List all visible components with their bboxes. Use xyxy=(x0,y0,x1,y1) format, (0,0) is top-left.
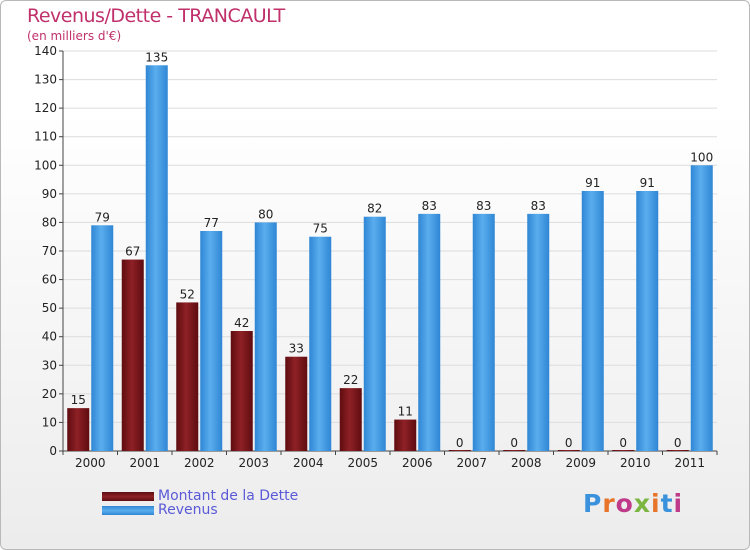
data-label-revenus: 91 xyxy=(640,176,655,190)
proxiti-logo: Proxiti xyxy=(583,489,683,518)
y-tick-label: 100 xyxy=(34,158,57,172)
bars-layer xyxy=(67,65,713,452)
data-label-revenus: 77 xyxy=(204,216,219,230)
brand-letter: i xyxy=(651,489,661,518)
data-label-debt: 15 xyxy=(71,393,86,407)
data-label-revenus: 91 xyxy=(585,176,600,190)
data-label-revenus: 80 xyxy=(258,207,273,221)
legend-swatch-revenus xyxy=(102,505,154,515)
data-label-debt: 33 xyxy=(289,342,304,356)
data-label-revenus: 100 xyxy=(690,150,713,164)
data-label-revenus: 75 xyxy=(313,222,328,236)
bar-revenus xyxy=(472,213,495,451)
brand-letter: t xyxy=(660,489,674,518)
bar-revenus xyxy=(145,65,168,452)
y-tick-label: 60 xyxy=(42,273,57,287)
y-tick-label: 120 xyxy=(34,101,57,115)
data-label-revenus: 135 xyxy=(145,50,168,64)
x-tick-label: 2002 xyxy=(184,456,215,470)
y-tick-label: 140 xyxy=(34,44,57,58)
bar-revenus xyxy=(254,222,277,451)
bar-revenus xyxy=(200,231,223,451)
y-tick-label: 20 xyxy=(42,387,57,401)
legend-item-debt: Montant de la Dette xyxy=(102,488,299,504)
y-tick-label: 30 xyxy=(42,358,57,372)
y-tick-label: 70 xyxy=(42,244,57,258)
x-tick-label: 2000 xyxy=(75,456,106,470)
data-label-debt: 0 xyxy=(619,436,627,450)
x-tick-label: 2006 xyxy=(402,456,433,470)
x-tick-label: 2003 xyxy=(238,456,269,470)
bar-debt xyxy=(176,302,199,451)
bar-revenus xyxy=(690,165,713,452)
data-label-revenus: 83 xyxy=(422,199,437,213)
bar-debt xyxy=(666,450,689,451)
bar-revenus xyxy=(581,191,604,451)
bar-debt xyxy=(230,331,253,451)
y-tick-label: 10 xyxy=(42,415,57,429)
data-label-debt: 67 xyxy=(125,245,140,259)
chart-subtitle: (en milliers d'€) xyxy=(27,29,122,43)
x-tick-label: 2011 xyxy=(674,456,705,470)
x-tick-label: 2009 xyxy=(565,456,596,470)
data-label-debt: 22 xyxy=(343,373,358,387)
bar-debt xyxy=(503,450,526,451)
bar-debt xyxy=(285,356,308,451)
legend-label-revenus: Revenus xyxy=(158,502,218,518)
y-tick-label: 90 xyxy=(42,187,57,201)
data-label-debt: 52 xyxy=(180,287,195,301)
data-label-debt: 0 xyxy=(674,436,682,450)
y-tick-label: 130 xyxy=(34,73,57,87)
x-tick-label: 2007 xyxy=(456,456,487,470)
brand-letter: r xyxy=(602,489,616,518)
x-tick-label: 2010 xyxy=(620,456,651,470)
brand-letter: P xyxy=(583,489,603,518)
bar-revenus xyxy=(309,236,332,451)
brand-letter: x xyxy=(633,489,651,518)
bar-debt xyxy=(339,388,362,451)
bar-revenus xyxy=(527,213,550,451)
grid-layer xyxy=(63,50,717,452)
bar-debt xyxy=(448,450,471,451)
bar-debt xyxy=(121,259,144,451)
data-label-debt: 0 xyxy=(510,436,518,450)
x-tick-label: 2008 xyxy=(511,456,542,470)
x-tick-label: 2001 xyxy=(129,456,160,470)
brand-letter: o xyxy=(615,489,634,518)
y-tick-label: 0 xyxy=(49,444,57,458)
bar-revenus xyxy=(636,191,659,451)
chart-title: Revenus/Dette - TRANCAULT xyxy=(27,5,285,27)
bar-debt xyxy=(394,419,417,451)
x-tick-label: 2005 xyxy=(347,456,378,470)
brand-letter: i xyxy=(673,489,684,518)
data-label-revenus: 82 xyxy=(367,202,382,216)
data-label-revenus: 83 xyxy=(531,199,546,213)
data-label-debt: 0 xyxy=(565,436,573,450)
x-tick-label: 2004 xyxy=(293,456,324,470)
bar-debt xyxy=(557,450,580,451)
y-tick-label: 80 xyxy=(42,215,57,229)
bar-revenus xyxy=(418,213,441,451)
data-label-revenus: 83 xyxy=(476,199,491,213)
legend-label-debt: Montant de la Dette xyxy=(158,488,299,504)
bar-revenus xyxy=(363,216,386,451)
data-label-revenus: 79 xyxy=(95,210,110,224)
bar-debt xyxy=(67,408,90,451)
legend-item-revenus: Revenus xyxy=(102,502,218,518)
data-label-debt: 11 xyxy=(398,405,413,419)
labels-layer: 15 79 67 135 52 77 42 80 33 75 22 82 11 83 0 83 0 83 0 91 0 9… xyxy=(71,50,714,450)
data-label-debt: 0 xyxy=(456,436,464,450)
y-tick-label: 40 xyxy=(42,330,57,344)
data-label-debt: 42 xyxy=(234,316,249,330)
y-tick-label: 50 xyxy=(42,301,57,315)
y-tick-label: 110 xyxy=(34,130,57,144)
bar-revenus xyxy=(91,225,114,451)
legend-swatch-debt xyxy=(102,491,154,501)
bar-debt xyxy=(612,450,635,451)
